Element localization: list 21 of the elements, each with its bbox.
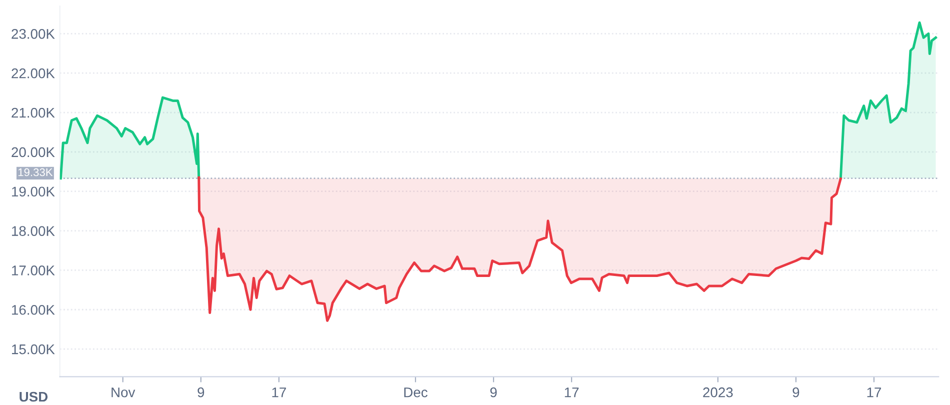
y-tick-label: 21.00K bbox=[12, 108, 55, 118]
x-tick-label: 17 bbox=[867, 388, 881, 398]
x-tick-label: 17 bbox=[564, 388, 579, 398]
x-tick-label: Nov bbox=[112, 388, 136, 398]
y-axis-title: USD bbox=[20, 392, 48, 402]
x-tick-label: 9 bbox=[198, 387, 204, 398]
y-tick-label: 22.00K bbox=[12, 68, 55, 78]
y-tick-label: 20.00K bbox=[12, 147, 55, 158]
x-tick-label: 2023 bbox=[703, 387, 733, 398]
y-tick-label: 17.00K bbox=[12, 266, 55, 276]
y-tick-label: 23.00K bbox=[12, 29, 55, 39]
y-tick-label: 18.00K bbox=[12, 226, 55, 236]
x-tick-label: 9 bbox=[792, 387, 800, 398]
x-tick-label: 17 bbox=[272, 388, 286, 398]
y-tick-label: 16.00K bbox=[12, 304, 55, 315]
line-series bbox=[198, 176, 842, 322]
x-tick-label: Dec bbox=[404, 388, 428, 398]
x-tick-label: 9 bbox=[490, 387, 497, 398]
y-tick-label: 19.00K bbox=[12, 186, 55, 197]
y-tick-label: 15.00K bbox=[12, 344, 55, 354]
ref-line-label: 19.33K bbox=[18, 168, 53, 176]
